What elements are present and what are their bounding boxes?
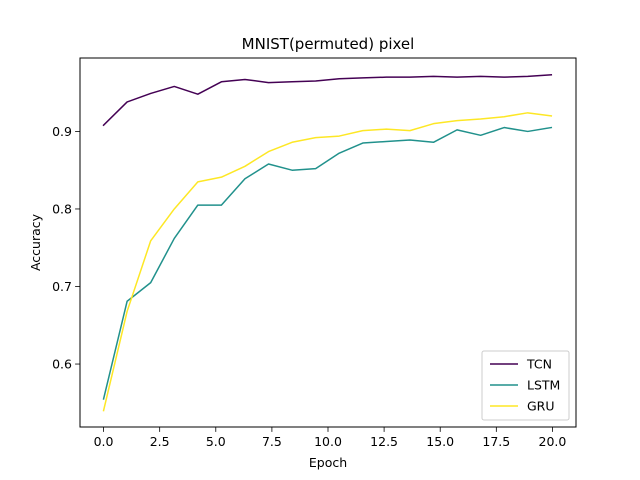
x-tick-label: 10.0 — [314, 434, 342, 449]
legend-label-tcn: TCN — [526, 357, 552, 372]
series-line-gru — [102, 112, 553, 412]
y-tick-label: 0.6 — [52, 357, 72, 372]
x-tick-label: 5.0 — [206, 434, 226, 449]
chart-title: MNIST(permuted) pixel — [242, 35, 415, 53]
legend-label-lstm: LSTM — [527, 378, 560, 393]
x-tick-label: 17.5 — [482, 434, 510, 449]
y-tick-label: 0.7 — [52, 279, 72, 294]
legend-box — [481, 350, 570, 421]
y-tick-label: 0.8 — [52, 201, 72, 216]
x-tick-label: 2.5 — [150, 434, 170, 449]
y-axis-label: Accuracy — [28, 213, 43, 271]
y-axis: 0.6 0.7 0.8 0.9 — [52, 124, 80, 372]
x-tick-label: 15.0 — [426, 434, 454, 449]
x-tick-label: 0.0 — [94, 434, 114, 449]
x-tick-label: 7.5 — [262, 434, 282, 449]
series-line-tcn — [102, 74, 553, 127]
legend-label-gru: GRU — [527, 399, 555, 414]
y-tick-label: 0.9 — [52, 124, 72, 139]
x-tick-label: 20.0 — [539, 434, 567, 449]
x-axis: 0.0 2.5 5.0 7.5 10.0 12.5 15.0 17.5 20.0 — [94, 427, 567, 449]
x-tick-label: 12.5 — [370, 434, 398, 449]
series-line-lstm — [102, 126, 553, 400]
plot-lines — [102, 74, 553, 412]
legend: TCN LSTM GRU — [481, 350, 570, 421]
x-axis-label: Epoch — [309, 455, 347, 470]
